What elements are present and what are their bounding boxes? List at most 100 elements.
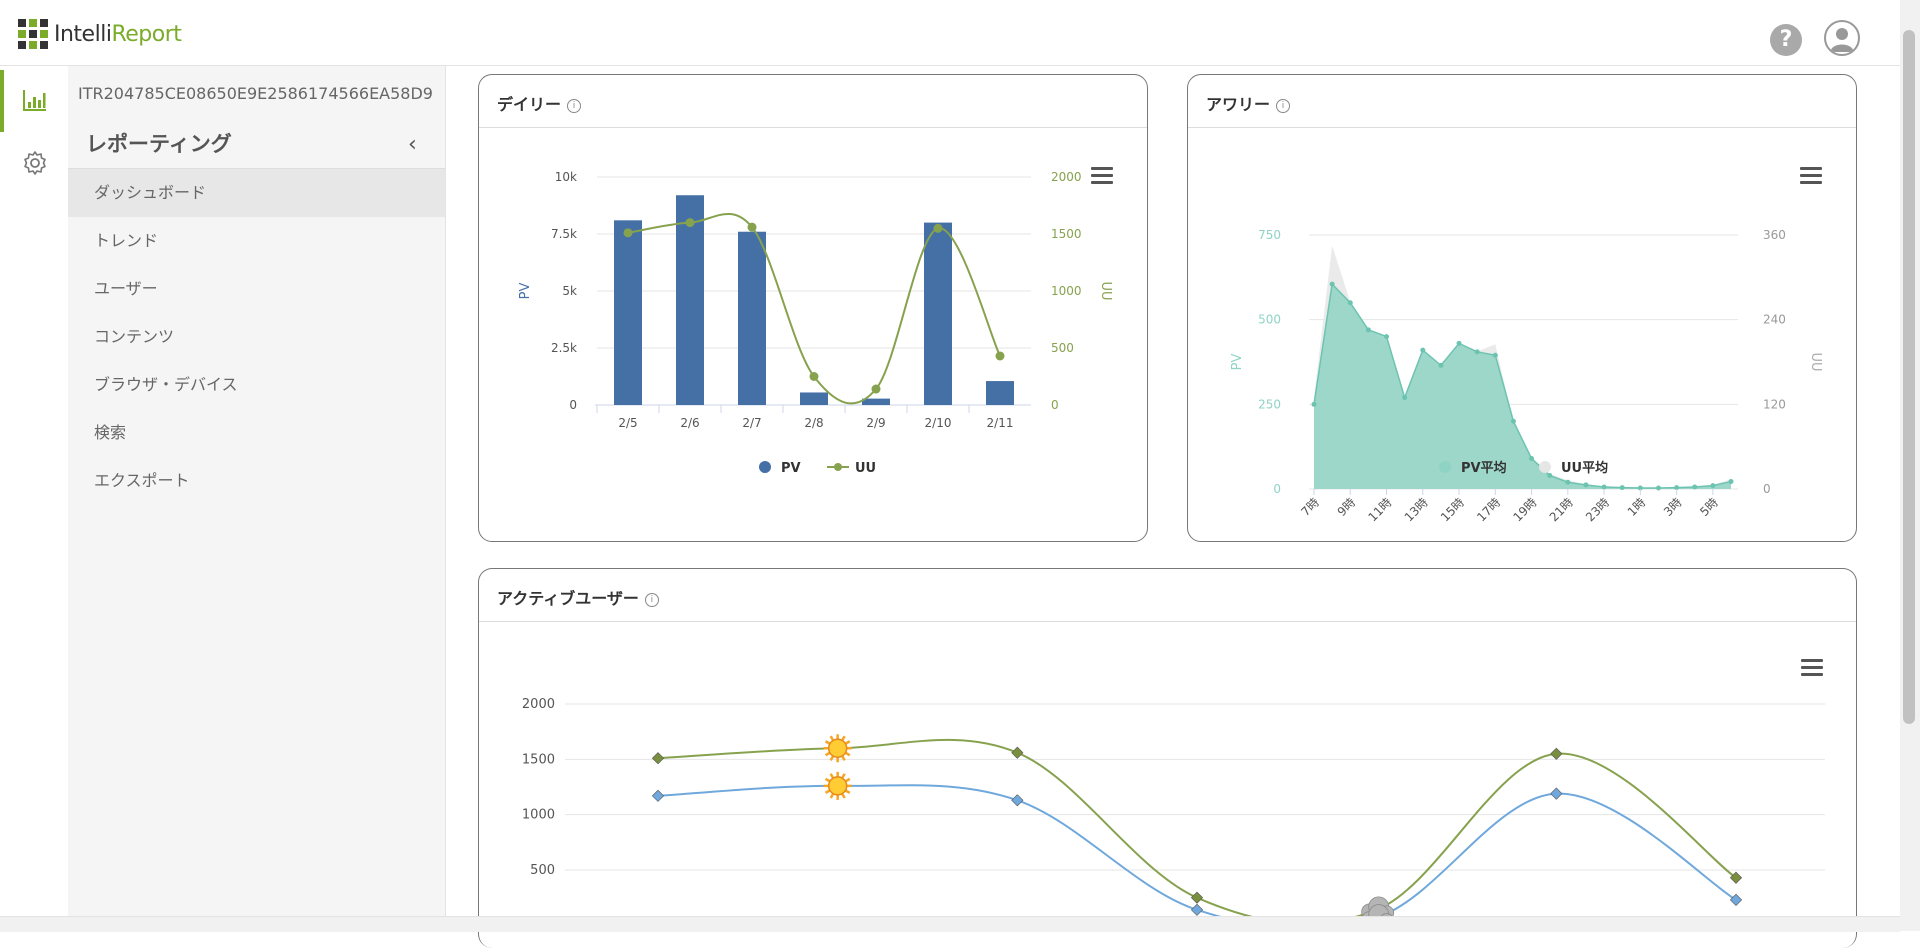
x-tick-label: 21時 [1547, 495, 1576, 524]
pv-point [1674, 485, 1680, 491]
logo-mark-icon [18, 19, 48, 49]
rail-item-settings[interactable] [0, 132, 68, 194]
sidebar-item-users[interactable]: ユーザー [94, 279, 158, 298]
sidebar-title: レポーティング [86, 132, 232, 156]
pv-bar [676, 195, 704, 405]
y-tick-label: 0 [569, 398, 577, 412]
x-tick-label: 17時 [1474, 495, 1503, 524]
legend-uu-label: UU平均 [1561, 460, 1608, 476]
y2-tick-label: 240 [1763, 313, 1786, 327]
sidebar-item-browser-device[interactable]: ブラウザ・デバイス [94, 375, 238, 394]
uu-point [995, 351, 1005, 361]
active-uu-point [651, 752, 665, 765]
app-logo[interactable]: IntelliReport [18, 18, 182, 50]
x-tick-label: 2/5 [618, 416, 637, 430]
x-tick-label: 1時 [1625, 495, 1649, 519]
active-uu-point [1190, 891, 1204, 904]
pv-point [1402, 395, 1408, 401]
pv-bar [614, 220, 642, 405]
active-uu-point [1011, 746, 1024, 759]
sidebar-nav: ダッシュボード トレンド ユーザー コンテンツ ブラウザ・デバイス 検索 エクス… [68, 168, 445, 505]
active-pv-point [1190, 903, 1204, 916]
x-tick-label: 23時 [1583, 495, 1612, 524]
user-circle-icon[interactable] [1824, 20, 1860, 56]
chart-menu-icon[interactable] [1091, 167, 1113, 185]
chart-menu-icon[interactable] [1801, 659, 1823, 677]
daily-chart: 0 2.5k 5k 7.5k 10k 0 500 1000 1500 2000 PV UU 2/5 2/6… [518, 170, 1113, 476]
y-axis-label: PV [1230, 354, 1245, 371]
legend-pv-label: PV [781, 461, 801, 476]
y-tick-label: 5k [562, 284, 577, 298]
chart-menu-icon[interactable] [1800, 167, 1822, 185]
info-icon[interactable]: i [644, 593, 659, 607]
y2-tick-label: 0 [1051, 398, 1059, 412]
pv-point [1474, 349, 1480, 355]
x-tick-label: 9時 [1335, 495, 1359, 519]
daily-panel: デイリー i 0 2.5k 5k 7.5k 10k 0 500 1000 1500 2000 PV UU… [478, 74, 1148, 542]
top-bar: IntelliReport ? [0, 0, 1920, 66]
y-tick-label: 10k [555, 170, 577, 184]
gear-icon [24, 151, 46, 175]
y2-tick-label: 0 [1763, 482, 1771, 496]
sidebar-item-dashboard[interactable]: ダッシュボード [68, 168, 445, 217]
bar-chart-icon [23, 90, 46, 111]
y2-axis-label: UU [1808, 352, 1823, 371]
info-icon[interactable]: i [1276, 99, 1291, 113]
x-tick-label: 2/9 [866, 416, 885, 430]
legend-uu-marker [1539, 461, 1551, 473]
pv-point [1329, 281, 1335, 287]
active-uu-point [1729, 871, 1743, 884]
horizontal-scrollbar[interactable] [0, 916, 1900, 932]
scrollbar-thumb[interactable] [1903, 30, 1915, 724]
info-icon[interactable]: i [567, 99, 582, 113]
y-tick-label: 250 [1258, 397, 1281, 411]
y-tick-label: 2.5k [551, 341, 577, 355]
pv-point [1692, 484, 1698, 490]
pv-point [1728, 479, 1734, 485]
pv-bar [986, 381, 1014, 405]
active-pv-point [1011, 794, 1024, 807]
question-icon[interactable]: ? [1770, 24, 1802, 56]
active-users-panel-header: アクティブユーザー i [479, 569, 1856, 622]
legend-pv-label: PV平均 [1461, 460, 1507, 476]
x-tick-label: 13時 [1402, 495, 1431, 524]
pv-bar [738, 231, 766, 405]
pv-point [1710, 483, 1716, 489]
chevron-left-icon[interactable]: ‹ [408, 132, 417, 157]
x-tick-label: 11時 [1365, 495, 1394, 524]
y-tick-label: 500 [1258, 313, 1281, 327]
y2-tick-label: 1500 [1051, 227, 1082, 241]
active-pv-point [1729, 893, 1743, 906]
x-tick-label: 2/10 [925, 416, 952, 430]
pv-point [1365, 327, 1371, 333]
y2-tick-label: 360 [1763, 228, 1786, 242]
pv-point [1510, 418, 1516, 424]
pv-point [1456, 340, 1462, 346]
x-tick-label: 2/8 [804, 416, 823, 430]
y2-axis-label: UU [1098, 281, 1113, 300]
x-tick-label: 15時 [1438, 495, 1467, 524]
x-tick-label: 5時 [1697, 495, 1721, 519]
y-tick-label: 7.5k [551, 227, 577, 241]
sidebar: ITR204785CE08650E9E2586174566EA58D9 レポーテ… [68, 66, 446, 916]
uu-point [685, 218, 695, 228]
y-tick-label: 0 [1273, 482, 1281, 496]
legend-pv-marker [1439, 461, 1451, 473]
sun-icon [823, 771, 852, 800]
pv-bar [800, 392, 828, 405]
sidebar-item-export[interactable]: エクスポート [94, 471, 190, 490]
pv-point [1384, 334, 1390, 340]
y-tick-label: 1000 [522, 808, 555, 823]
pv-point [1347, 300, 1353, 306]
rail-item-reporting[interactable] [0, 70, 68, 132]
sidebar-item-contents[interactable]: コンテンツ [94, 327, 175, 346]
hourly-panel: アワリー i 0 250 500 750 0 120 240 360 PV UU 7時 9時 11時 13時… [1187, 74, 1857, 542]
sidebar-item-trend[interactable]: トレンド [94, 231, 159, 250]
x-tick-label: 3時 [1661, 495, 1685, 519]
legend-pv-marker [759, 461, 771, 473]
logo-text: IntelliReport [54, 21, 182, 47]
sidebar-item-search[interactable]: 検索 [94, 423, 127, 442]
uu-point [623, 228, 633, 238]
active-pv-point [651, 789, 665, 802]
pv-point [1655, 485, 1661, 491]
